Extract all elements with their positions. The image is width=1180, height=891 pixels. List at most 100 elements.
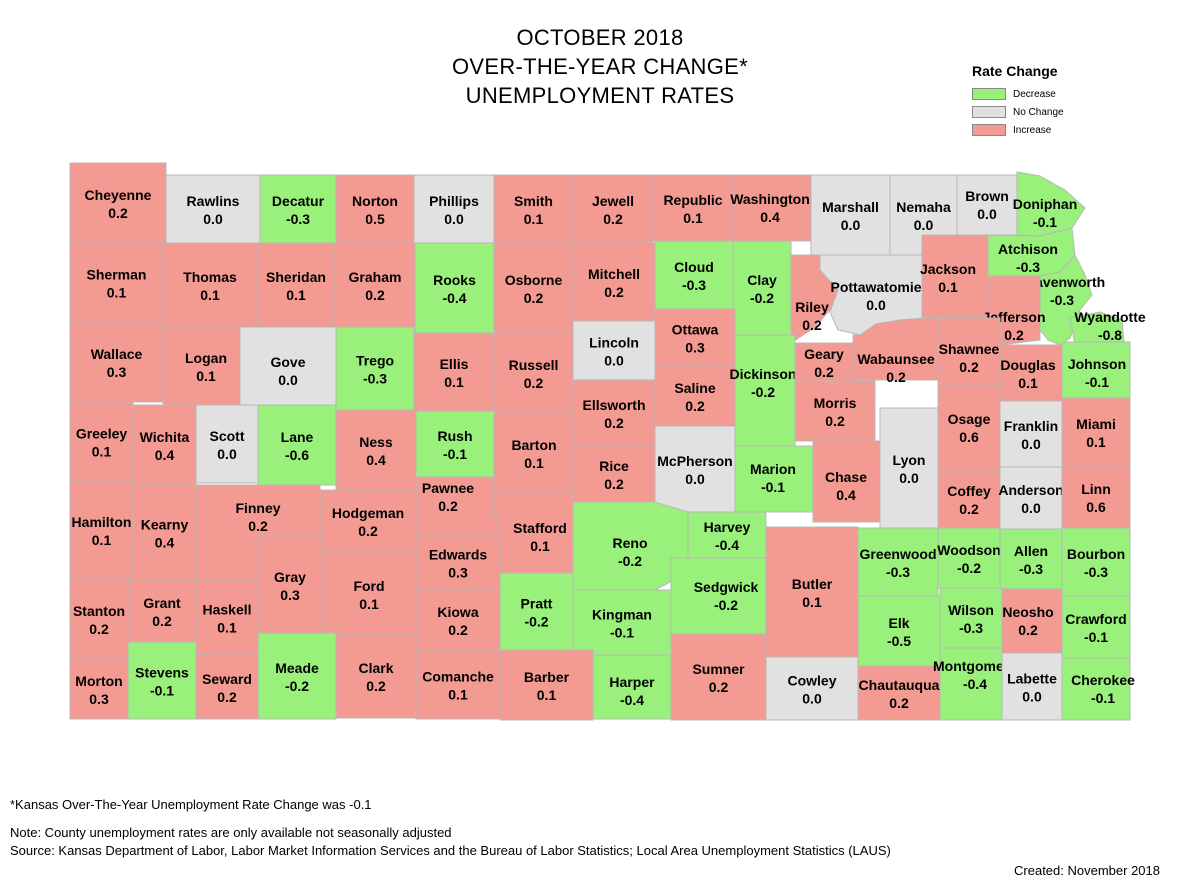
county-shape-rawlins <box>165 174 261 244</box>
county-value-logan: 0.1 <box>196 368 216 384</box>
county-name-ford: Ford <box>353 578 384 594</box>
county-name-cheyenne: Cheyenne <box>85 187 152 203</box>
county-value-neosho: 0.2 <box>1018 622 1038 638</box>
county-name-wilson: Wilson <box>948 602 994 618</box>
county-ness: Ness 0.4 <box>335 409 417 491</box>
county-shape-sedgwick <box>670 557 767 635</box>
county-sumner: Sumner 0.2 <box>670 633 767 721</box>
county-shape-wilson <box>939 587 1003 649</box>
county-name-labette: Labette <box>1007 671 1057 687</box>
county-norton: Norton 0.5 <box>335 174 415 244</box>
county-name-gove: Gove <box>270 354 305 370</box>
county-value-edwards: 0.3 <box>448 565 468 581</box>
county-value-geary: 0.2 <box>814 364 834 380</box>
county-name-nemaha: Nemaha <box>896 199 951 215</box>
county-shape-woodson <box>937 527 1001 589</box>
county-value-rice: 0.2 <box>604 476 624 492</box>
county-name-sedgwick: Sedgwick <box>694 579 759 595</box>
county-shape-greeley <box>69 401 134 482</box>
county-shape-logan <box>162 326 250 406</box>
county-shape-ness <box>335 409 417 491</box>
county-rush: Rush -0.1 <box>415 410 495 478</box>
county-cowley: Cowley 0.0 <box>765 656 859 721</box>
county-value-trego: -0.3 <box>363 371 387 387</box>
county-shape-butler <box>765 526 859 658</box>
county-name-stanton: Stanton <box>73 603 125 619</box>
county-value-sumner: 0.2 <box>709 679 729 695</box>
county-value-brown: 0.0 <box>977 206 997 222</box>
county-brown: Brown 0.0 <box>956 174 1018 236</box>
county-shape-allen <box>999 528 1063 590</box>
county-clark: Clark 0.2 <box>335 633 417 719</box>
county-woodson: Woodson -0.2 <box>937 527 1001 589</box>
county-value-seward: 0.2 <box>217 689 237 705</box>
county-name-stevens: Stevens <box>135 665 189 681</box>
county-marshall: Marshall 0.0 <box>810 174 891 256</box>
county-value-mitchell: 0.2 <box>604 284 624 300</box>
county-sedgwick: Sedgwick -0.2 <box>670 557 767 635</box>
county-cheyenne: Cheyenne 0.2 <box>69 162 167 244</box>
county-name-sumner: Sumner <box>692 661 745 677</box>
county-name-elk: Elk <box>888 615 909 631</box>
county-shape-brown <box>956 174 1018 236</box>
county-name-edwards: Edwards <box>429 547 488 563</box>
county-shape-harper <box>592 654 672 720</box>
county-value-osborne: 0.2 <box>524 290 544 306</box>
county-value-finney: 0.2 <box>248 518 268 534</box>
county-shape-crawford <box>1061 595 1131 659</box>
county-labette: Labette 0.0 <box>1001 652 1063 721</box>
county-shape-hamilton <box>69 480 134 580</box>
county-value-washington: 0.4 <box>760 209 780 225</box>
county-value-allen: -0.3 <box>1019 561 1043 577</box>
county-name-mitchell: Mitchell <box>588 266 640 282</box>
county-name-clark: Clark <box>358 660 393 676</box>
county-ford: Ford 0.1 <box>321 551 417 635</box>
county-ottawa: Ottawa 0.3 <box>654 308 736 367</box>
county-rooks: Rooks -0.4 <box>414 242 495 334</box>
county-kingman: Kingman -0.1 <box>572 589 672 656</box>
county-name-lane: Lane <box>281 429 314 445</box>
county-shape-lyon <box>879 407 939 529</box>
county-cloud: Cloud -0.3 <box>654 240 734 310</box>
county-value-marshall: 0.0 <box>841 217 861 233</box>
county-shape-stanton <box>69 578 129 660</box>
county-shape-greenwood <box>857 527 939 597</box>
county-hamilton: Hamilton 0.1 <box>69 480 134 580</box>
county-name-hamilton: Hamilton <box>72 514 132 530</box>
county-shape-barton <box>493 412 575 494</box>
county-name-linn: Linn <box>1081 481 1111 497</box>
county-name-douglas: Douglas <box>1000 357 1055 373</box>
county-shape-rice <box>572 445 656 503</box>
county-name-johnson: Johnson <box>1068 356 1126 372</box>
county-value-marion: -0.1 <box>761 479 785 495</box>
county-shape-meade <box>257 632 337 720</box>
county-wichita: Wichita 0.4 <box>132 404 197 486</box>
county-name-dickinson: Dickinson <box>730 366 797 382</box>
county-name-saline: Saline <box>674 380 715 396</box>
county-shape-saline <box>654 365 736 427</box>
county-meade: Meade -0.2 <box>257 632 337 720</box>
county-name-stafford: Stafford <box>513 520 567 536</box>
county-shape-bourbon <box>1061 527 1131 597</box>
county-value-elk: -0.5 <box>887 633 911 649</box>
county-shape-morris <box>794 380 876 442</box>
county-value-pratt: -0.2 <box>524 614 548 630</box>
county-shape-chase <box>812 440 881 523</box>
county-value-coffey: 0.2 <box>959 501 979 517</box>
county-value-sheridan: 0.1 <box>286 287 306 303</box>
county-name-wallace: Wallace <box>91 346 143 362</box>
legend-swatch-no-change <box>972 106 1006 118</box>
county-name-barber: Barber <box>524 669 570 685</box>
county-geary: Geary 0.2 <box>794 342 854 382</box>
county-name-franklin: Franklin <box>1004 418 1058 434</box>
county-shape-cheyenne <box>69 162 167 244</box>
county-value-bourbon: -0.3 <box>1084 564 1108 580</box>
county-shape-edwards <box>415 534 501 591</box>
county-shape-coffey <box>937 469 1001 529</box>
county-coffey: Coffey 0.2 <box>937 469 1001 529</box>
county-hodgeman: Hodgeman 0.2 <box>319 489 417 553</box>
county-value-wallace: 0.3 <box>107 364 127 380</box>
county-saline: Saline 0.2 <box>654 365 736 427</box>
county-name-rush: Rush <box>438 428 473 444</box>
county-name-wyandotte: Wyandotte <box>1074 309 1146 325</box>
